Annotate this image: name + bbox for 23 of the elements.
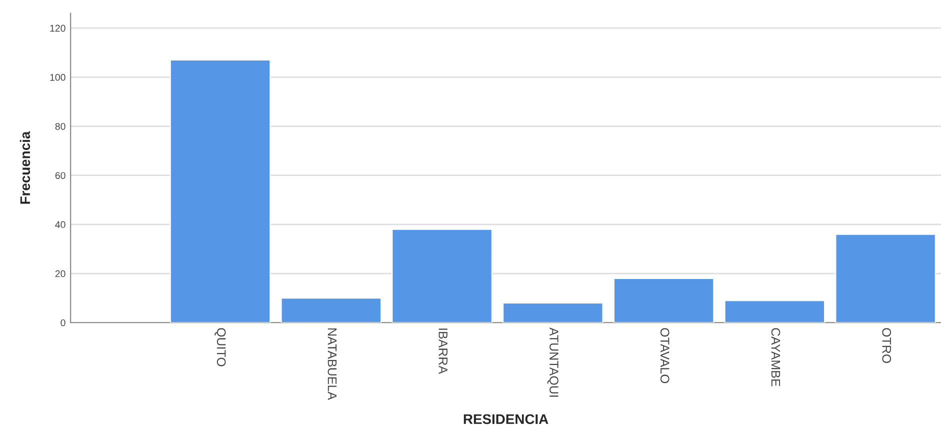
bar (502, 302, 604, 323)
bar (613, 278, 714, 323)
bar (170, 59, 271, 323)
x-tick-label: IBARRA (438, 328, 448, 374)
x-tick-label: OTAVALO (660, 328, 670, 384)
y-tick-label: 80 (55, 122, 66, 130)
y-tick-label: 0 (60, 319, 66, 326)
bar (724, 300, 826, 323)
y-tick-label: 20 (55, 270, 66, 278)
x-tick-label: OTRO (882, 328, 892, 363)
bar (392, 228, 492, 323)
bar (835, 234, 936, 323)
bar (280, 298, 382, 323)
x-tick-label: NATABUELA (328, 328, 337, 400)
y-tick-label: 120 (50, 24, 66, 32)
x-tick-label: CAYAMBE (771, 328, 780, 386)
x-tick-label: ATUNTAQUI (547, 328, 558, 397)
y-tick-label: 100 (50, 74, 66, 81)
x-axis-title: RESIDENCIA (464, 414, 548, 424)
y-tick-label: 40 (55, 221, 66, 228)
y-axis-title: Frecuencia (20, 131, 30, 204)
x-tick-label: QUITO (214, 328, 226, 366)
y-tick-label: 60 (55, 172, 66, 179)
